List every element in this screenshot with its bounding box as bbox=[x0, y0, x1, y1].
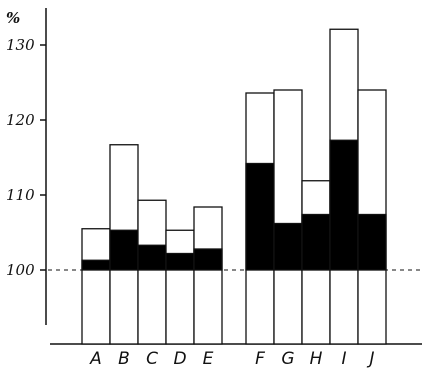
category-label-D: D bbox=[173, 349, 186, 369]
category-label-C: C bbox=[146, 349, 158, 369]
bar-C-outline bbox=[137, 199, 167, 345]
bar-G-outline bbox=[273, 89, 303, 345]
bar-H-dark bbox=[301, 213, 331, 271]
category-label-A: A bbox=[89, 349, 102, 369]
bar-I-dark bbox=[329, 139, 359, 271]
category-label-J: J bbox=[366, 349, 374, 369]
category-label-F: F bbox=[255, 349, 265, 369]
bar-G-dark bbox=[273, 222, 303, 271]
y-ticks: 100 110 120 130 bbox=[6, 36, 46, 279]
y-tick-label-130: 130 bbox=[6, 36, 35, 54]
bar-J-dark bbox=[357, 213, 387, 271]
bar-B-dark bbox=[109, 229, 139, 271]
bar-A-outline bbox=[81, 228, 111, 345]
bar-F-dark bbox=[245, 162, 275, 271]
bar-E-dark bbox=[193, 248, 223, 271]
category-label-I: I bbox=[341, 349, 346, 369]
bar-D-outline bbox=[165, 229, 195, 345]
y-tick-label-110: 110 bbox=[6, 186, 35, 204]
category-label-G: G bbox=[281, 349, 294, 369]
category-label-H: H bbox=[310, 349, 323, 369]
bar-E-outline bbox=[193, 206, 223, 345]
y-unit-label: % bbox=[6, 9, 20, 27]
y-tick-label-100: 100 bbox=[6, 261, 35, 279]
bar-A-dark bbox=[81, 259, 111, 271]
y-tick-label-120: 120 bbox=[6, 111, 35, 129]
bars bbox=[81, 28, 387, 345]
bar-C-dark bbox=[137, 244, 167, 271]
bar-D-dark bbox=[165, 252, 195, 271]
category-label-B: B bbox=[118, 349, 130, 369]
category-label-E: E bbox=[203, 349, 214, 369]
